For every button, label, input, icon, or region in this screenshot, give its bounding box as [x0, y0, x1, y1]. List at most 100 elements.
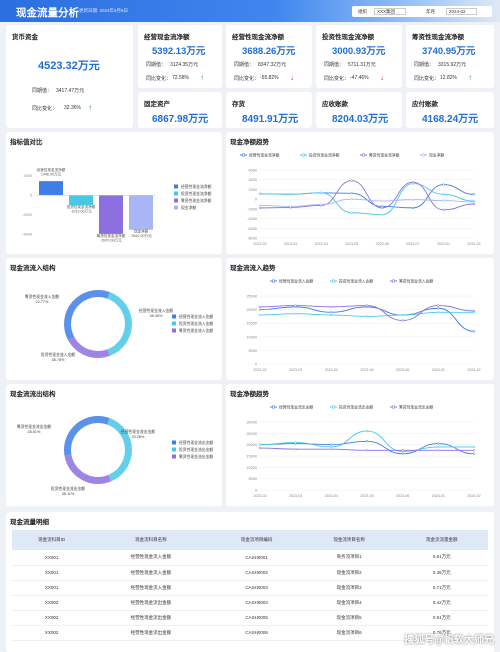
data-point: [350, 192, 353, 195]
slice-label: 28.61%: [28, 430, 42, 434]
legend-marker: [241, 153, 246, 157]
y-tick-label: 4000: [249, 178, 257, 182]
data-point: [442, 208, 445, 211]
table-header-cell[interactable]: 现金流项目名称: [302, 530, 396, 550]
legend-label: 现金净额: [429, 153, 444, 158]
legend-label: 经营性现金流出金额: [179, 440, 213, 445]
kpi-card-receivables: 应收账款 8204.03万元: [316, 92, 402, 128]
table-row[interactable]: XX001 经营性现金流入金额 CASH0003 现金流项目3 0.71万元: [12, 580, 488, 596]
data-point: [442, 183, 445, 186]
kpi-value: 3000.93万元: [332, 46, 386, 57]
org-filter-select[interactable]: XXX集团: [374, 8, 407, 15]
kpi-card-financing: 筹资性现金流净额 3740.95万元 同期值： 3315.92万元 同比变化： …: [406, 25, 494, 88]
table-row[interactable]: XX001 经营性现金流入金额 CASH0002 现金流项目2 0.36万元: [12, 565, 488, 581]
data-point: [401, 449, 404, 452]
data-point: [258, 308, 262, 311]
table-header-row: 现金流科目ID 现金流科目名称 现金流项目编码 现金流项目名称 现金流流量金额: [12, 530, 488, 550]
kpi-value: 8204.03万元: [332, 114, 389, 125]
slice-label: 经营性现金流出金额: [121, 429, 155, 434]
data-point: [437, 307, 440, 310]
legend-label: 筹资性现金流出金额: [399, 405, 433, 410]
page-title: 现金流量分析: [16, 7, 79, 19]
kpi-card-investing: 投资性现金流净额 3000.93万元 同期值： 5711.31万元 同比变化： …: [316, 25, 402, 88]
bar-chart-card: 指标值对比 2000 0 -2000 -4000 经营性现金流净额 1446.00万元 投资…: [6, 132, 222, 254]
legend-marker: [331, 405, 336, 409]
bar: [69, 195, 93, 206]
table-row[interactable]: XX002 经营性现金流出金额 CASH0006 现金流项目6 0.76万元: [12, 625, 488, 641]
table-row[interactable]: XX002 经营性现金流出金额 CASH0004 现金流项目4 0.42万元: [12, 595, 488, 611]
kpi-value: 3688.26万元: [242, 46, 296, 57]
slice-label: 38.78%: [52, 358, 66, 362]
data-point: [472, 309, 476, 313]
section-title: 现金净额趋势: [230, 139, 269, 146]
data-point: [365, 315, 369, 318]
data-point: [437, 311, 440, 314]
table-row[interactable]: XX002 经营性现金流出金额 CASH0005 现金流项目5 0.51万元: [12, 610, 488, 626]
legend-marker: [301, 153, 306, 157]
y-tick-label: 10000: [246, 466, 257, 470]
y-tick-label: 0: [255, 363, 257, 367]
kpi-prev-label: 同期值：: [146, 62, 167, 68]
data-point: [437, 445, 440, 449]
data-point: [381, 206, 384, 210]
bar-data-label: -3542.00万元: [130, 234, 152, 238]
table-header-cell[interactable]: 现金流科目名称: [91, 530, 211, 550]
data-point: [258, 443, 262, 446]
legend-marker: [391, 279, 396, 283]
table-cell: 现金流项目5: [302, 610, 396, 626]
kpi-card-op-cash: 经营性现金流净额 3688.26万元 同期值： 8347.32万元 同比变化： …: [226, 25, 312, 88]
series-line: [259, 183, 475, 216]
table-cell: 0.36万元: [395, 565, 488, 581]
kpi-card-payables: 应付账款 4168.24万元: [406, 92, 494, 128]
table-header-cell[interactable]: 现金流科目ID: [12, 530, 92, 550]
legend-label: 经营性现金流净额: [249, 153, 280, 158]
y-tick-label: 5000: [249, 477, 257, 481]
x-tick-label: 2023-05: [345, 242, 358, 246]
x-tick-label: 2023-07: [406, 242, 419, 246]
legend-marker: [331, 279, 336, 283]
table-header-cell[interactable]: 现金流流量金额: [395, 530, 488, 550]
legend-label: 投资性现金流出金额: [339, 405, 373, 410]
table-row[interactable]: XX001 经营性现金流入金额 CASH0001 商务流项目1 0.61万元: [12, 550, 488, 566]
kpi-value: 3740.95万元: [422, 46, 476, 57]
legend-label: 现金净额: [181, 205, 196, 210]
data-point: [289, 193, 292, 196]
kpi-change-label: 同比变化：: [324, 76, 350, 82]
data-point: [437, 304, 440, 307]
table-cell: 商务流项目1: [302, 550, 396, 566]
slice-label: 经营性现金流入金额: [139, 308, 173, 313]
slice-label: 33.28%: [132, 435, 146, 439]
table-cell: 经营性现金流出金额: [91, 595, 211, 611]
legend-swatch: [172, 440, 176, 445]
kpi-title: 经营性现金流净额: [232, 34, 284, 41]
legend-label: 经营性现金流入金额: [279, 279, 313, 284]
y-tick-label: -4000: [247, 217, 257, 221]
data-point: [350, 197, 353, 201]
kpi-card-inventory: 存货 8491.91万元: [226, 92, 312, 128]
inflow-structure-card: 现金流流入结构 经营性现金流入金额 38.45% 投资性现金流入金额 38.78% 筹资…: [6, 258, 222, 380]
data-point: [381, 199, 384, 203]
legend-label: 投资性现金流净额: [309, 153, 340, 158]
table-header-cell[interactable]: 现金流项目编码: [210, 530, 303, 550]
data-point: [294, 304, 297, 307]
data-point: [258, 206, 262, 210]
detail-table-card: 现金流量明细 现金流科目ID 现金流科目名称 现金流项目编码 现金流项目名称 现金流流量…: [6, 512, 494, 652]
y-tick-label: 6000: [249, 169, 257, 173]
org-filter-label: 组织: [358, 9, 367, 14]
section-title: 现金流流入结构: [10, 265, 56, 272]
table-cell: 0.61万元: [395, 550, 488, 566]
kpi-change-label: 同比变化：: [234, 76, 260, 82]
legend-swatch: [174, 191, 178, 196]
arrow-up-icon: ↑: [88, 103, 92, 112]
bar-data-label: 筹资性现金流净额: [97, 233, 126, 238]
data-point: [411, 198, 415, 201]
kpi-card-cash: 货币资金 4523.32万元 同期值： 3417.47万元 同比变化： 32.3…: [6, 25, 133, 128]
y-tick-label: 10000: [246, 335, 257, 339]
table-cell: 经营性现金流入金额: [91, 565, 211, 581]
data-point: [330, 313, 333, 317]
kpi-prev-value: 3315.92万元: [438, 62, 467, 68]
bar-data-label: 投资性现金流净额: [67, 204, 96, 209]
year-filter-select[interactable]: 2024-02: [446, 8, 477, 15]
donut-slice: [107, 418, 132, 482]
kpi-title: 经营现金流净额: [144, 34, 190, 41]
